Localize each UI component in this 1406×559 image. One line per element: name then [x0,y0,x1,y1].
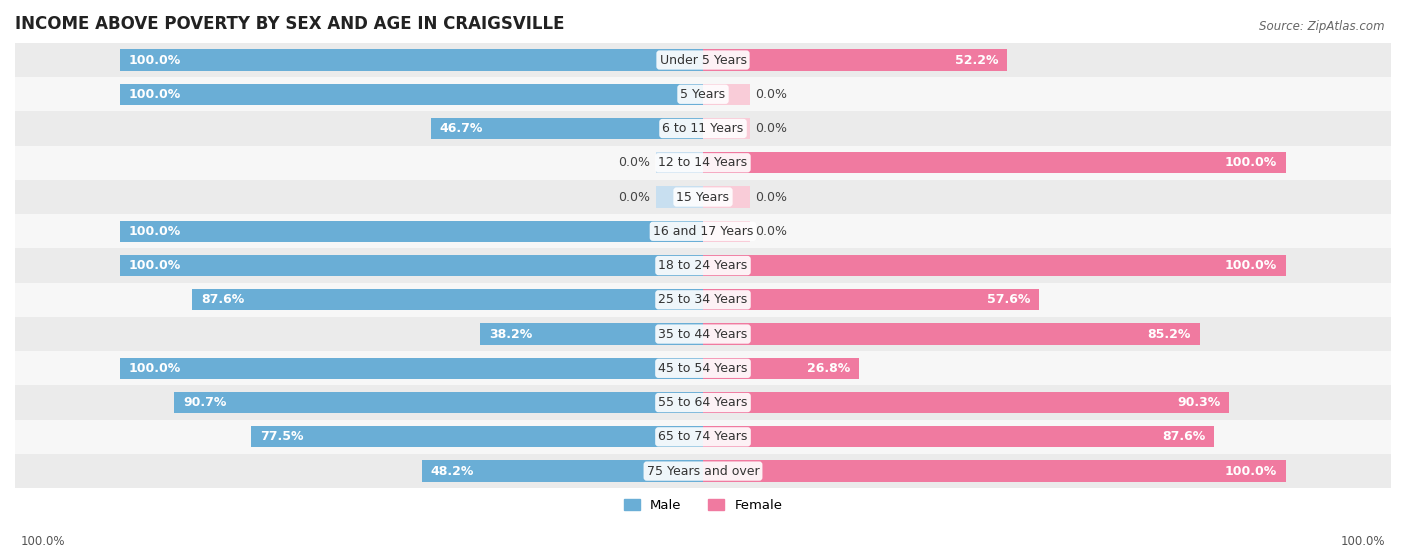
Text: 26.8%: 26.8% [807,362,851,375]
Bar [15,283,1391,317]
Text: 15 Years: 15 Years [676,191,730,203]
Text: 100.0%: 100.0% [21,535,66,548]
Bar [703,426,1213,447]
Bar [120,358,703,379]
Text: 77.5%: 77.5% [260,430,304,443]
Bar [703,84,749,105]
Bar [703,358,859,379]
Text: 35 to 44 Years: 35 to 44 Years [658,328,748,340]
Bar [703,152,1286,173]
Bar [703,186,749,207]
Text: Under 5 Years: Under 5 Years [659,54,747,67]
Text: 38.2%: 38.2% [489,328,533,340]
Bar [15,214,1391,248]
Bar [15,180,1391,214]
Text: 100.0%: 100.0% [1225,259,1277,272]
Bar [703,49,1007,70]
Text: 0.0%: 0.0% [619,191,651,203]
Text: 90.7%: 90.7% [183,396,226,409]
Bar [120,255,703,276]
Bar [120,221,703,242]
Bar [15,43,1391,77]
Text: 75 Years and over: 75 Years and over [647,465,759,477]
Text: 52.2%: 52.2% [955,54,998,67]
Bar [120,49,703,70]
Text: 85.2%: 85.2% [1147,328,1191,340]
Bar [15,77,1391,111]
Bar [15,317,1391,351]
Text: 25 to 34 Years: 25 to 34 Years [658,293,748,306]
Text: 0.0%: 0.0% [755,225,787,238]
Text: 100.0%: 100.0% [129,362,181,375]
Bar [15,146,1391,180]
Text: 0.0%: 0.0% [755,191,787,203]
Bar [15,351,1391,386]
Bar [422,461,703,482]
Text: Source: ZipAtlas.com: Source: ZipAtlas.com [1260,20,1385,32]
Text: INCOME ABOVE POVERTY BY SEX AND AGE IN CRAIGSVILLE: INCOME ABOVE POVERTY BY SEX AND AGE IN C… [15,15,564,33]
Text: 48.2%: 48.2% [430,465,474,477]
Bar [15,420,1391,454]
Text: 90.3%: 90.3% [1177,396,1220,409]
Text: 87.6%: 87.6% [201,293,245,306]
Text: 16 and 17 Years: 16 and 17 Years [652,225,754,238]
Bar [657,186,703,207]
Text: 100.0%: 100.0% [129,88,181,101]
Legend: Male, Female: Male, Female [619,493,787,517]
Bar [703,392,1229,413]
Text: 100.0%: 100.0% [129,54,181,67]
Bar [703,118,749,139]
Text: 0.0%: 0.0% [619,157,651,169]
Text: 55 to 64 Years: 55 to 64 Years [658,396,748,409]
Text: 12 to 14 Years: 12 to 14 Years [658,157,748,169]
Text: 100.0%: 100.0% [129,259,181,272]
Bar [15,248,1391,283]
Bar [703,255,1286,276]
Text: 0.0%: 0.0% [755,122,787,135]
Bar [703,324,1199,345]
Text: 45 to 54 Years: 45 to 54 Years [658,362,748,375]
Text: 57.6%: 57.6% [987,293,1031,306]
Bar [703,289,1039,310]
Text: 65 to 74 Years: 65 to 74 Years [658,430,748,443]
Text: 87.6%: 87.6% [1161,430,1205,443]
Text: 18 to 24 Years: 18 to 24 Years [658,259,748,272]
Text: 6 to 11 Years: 6 to 11 Years [662,122,744,135]
Bar [120,84,703,105]
Bar [657,152,703,173]
Bar [15,454,1391,488]
Bar [481,324,703,345]
Bar [15,386,1391,420]
Bar [703,461,1286,482]
Text: 100.0%: 100.0% [1340,535,1385,548]
Bar [174,392,703,413]
Bar [430,118,703,139]
Text: 100.0%: 100.0% [1225,157,1277,169]
Text: 100.0%: 100.0% [1225,465,1277,477]
Text: 100.0%: 100.0% [129,225,181,238]
Text: 46.7%: 46.7% [440,122,482,135]
Text: 0.0%: 0.0% [755,88,787,101]
Text: 5 Years: 5 Years [681,88,725,101]
Bar [15,111,1391,146]
Bar [703,221,749,242]
Bar [193,289,703,310]
Bar [252,426,703,447]
